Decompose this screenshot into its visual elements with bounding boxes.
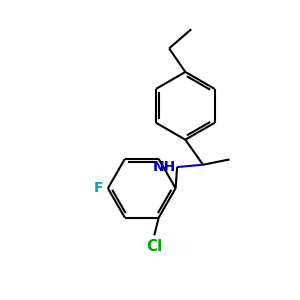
Text: F: F bbox=[94, 181, 104, 195]
Text: Cl: Cl bbox=[146, 239, 162, 254]
Text: NH: NH bbox=[152, 160, 176, 174]
